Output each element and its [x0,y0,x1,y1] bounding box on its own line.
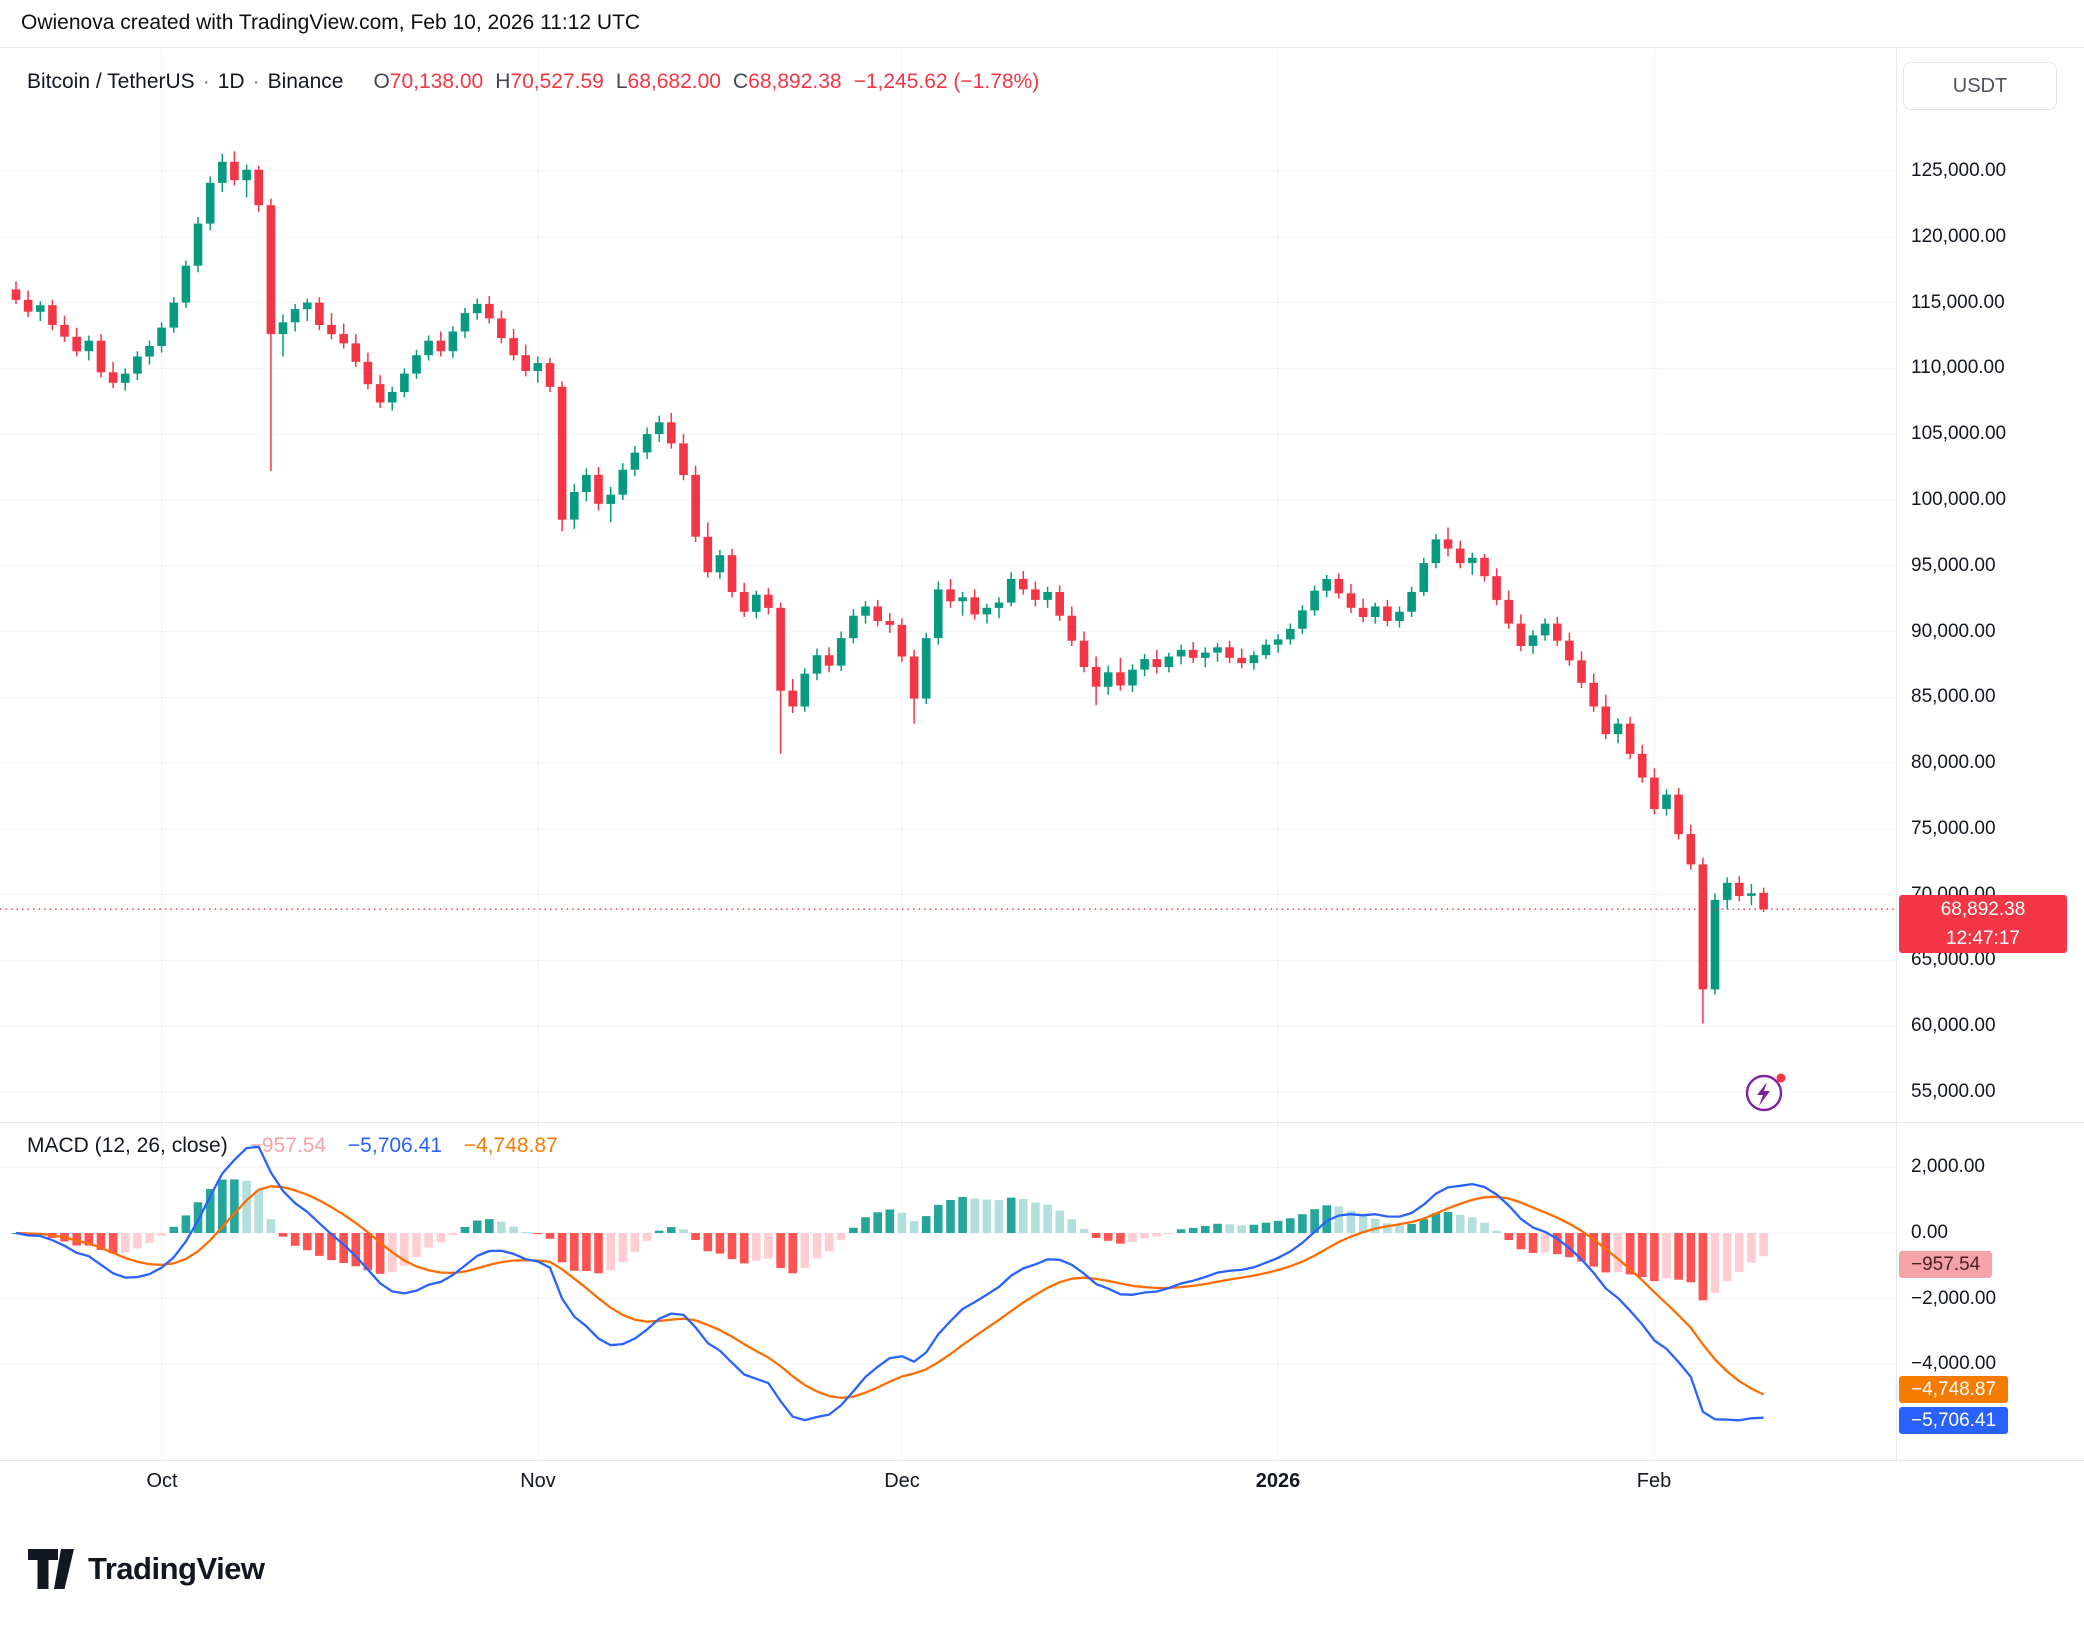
macd-hist-badge: −957.54 [1899,1251,1993,1278]
time-axis[interactable]: Oct Nov Dec 2026 Feb [0,1460,2084,1511]
macd-hist-value: −957.54 [249,1134,327,1157]
price-axis[interactable]: 125,000.00 120,000.00 115,000.00 110,000.00… [1896,47,2084,1460]
watermark-credit: Owienova created with TradingView.com, F… [21,11,641,34]
price-tick-label: 105,000.00 [1911,423,2007,444]
time-tick-label: 2026 [1255,1470,1301,1492]
macd-legend: MACD (12, 26, close) −957.54 −5,706.41 −… [27,1134,558,1158]
price-tick-label: 120,000.00 [1911,226,2007,247]
tradingview-logo[interactable]: TradingView [27,1548,265,1590]
price-tick-label: 65,000.00 [1911,949,1996,970]
low-value: 68,682.00 [627,70,721,93]
macd-line-badge: −5,706.41 [1899,1407,2009,1434]
macd-tick-label: 0.00 [1911,1222,1948,1243]
time-tick-label: Oct [146,1470,178,1492]
last-price-badge: 68,892.38 12:47:17 [1899,895,2067,953]
macd-signal-value: −4,748.87 [463,1134,558,1157]
symbol-name[interactable]: Bitcoin / TetherUS [27,70,195,93]
pane-separator[interactable] [0,1122,2084,1123]
open-value: 70,138.00 [389,70,484,93]
price-tick-label: 80,000.00 [1911,752,1996,773]
price-tick-label: 125,000.00 [1911,160,2007,181]
macd-signal-badge: −4,748.87 [1899,1376,2009,1403]
close-label: C [732,70,749,93]
gridlines [0,50,1896,1460]
macd-tick-label: −2,000.00 [1911,1288,1997,1309]
legend-separator: · [202,70,210,93]
change-value: −1,245.62 (−1.78%) [853,70,1040,93]
price-tick-label: 85,000.00 [1911,686,1996,707]
candles-layer[interactable] [11,151,1768,1024]
tradingview-logo-mark [28,1549,74,1589]
bar-countdown: 12:47:17 [1946,928,2020,949]
currency-toggle-button[interactable]: USDT [1903,62,2057,110]
price-tick-label: 115,000.00 [1911,292,2005,313]
low-label: L [615,70,628,93]
ohlc-values: O70,138.00 H70,527.59 L68,682.00 C68,892.38… [361,70,1039,93]
price-tick-label: 90,000.00 [1911,621,1996,642]
exchange-label: Binance [267,70,344,93]
price-tick-label: 75,000.00 [1911,818,1996,839]
lightning-icon [1745,1073,1786,1112]
tradingview-logo-text: TradingView [88,1551,265,1586]
header-divider [0,47,2084,48]
price-tick-label: 55,000.00 [1911,1081,1996,1102]
macd-pane[interactable] [11,1145,1768,1422]
macd-tick-label: 2,000.00 [1911,1156,1985,1177]
boost-button[interactable] [1742,1069,1788,1115]
macd-line-value: −5,706.41 [347,1134,442,1157]
time-tick-label: Dec [884,1470,920,1492]
time-tick-label: Feb [1636,1470,1672,1492]
open-label: O [373,70,390,93]
time-tick-label: Nov [520,1470,556,1492]
last-price-value: 68,892.38 [1940,899,2026,920]
price-tick-label: 60,000.00 [1911,1015,1996,1036]
high-value: 70,527.59 [510,70,604,93]
macd-title[interactable]: MACD (12, 26, close) [27,1134,228,1157]
high-label: H [495,70,511,93]
symbol-legend: Bitcoin / TetherUS · 1D · Binance O70,138.00 H… [27,70,1039,94]
price-tick-label: 110,000.00 [1911,357,2005,378]
price-tick-label: 100,000.00 [1911,489,2007,510]
macd-tick-label: −4,000.00 [1911,1353,1997,1374]
price-tick-label: 95,000.00 [1911,555,1996,576]
legend-separator2: · [252,70,260,93]
interval-label[interactable]: 1D [217,70,245,93]
close-value: 68,892.38 [748,70,842,93]
